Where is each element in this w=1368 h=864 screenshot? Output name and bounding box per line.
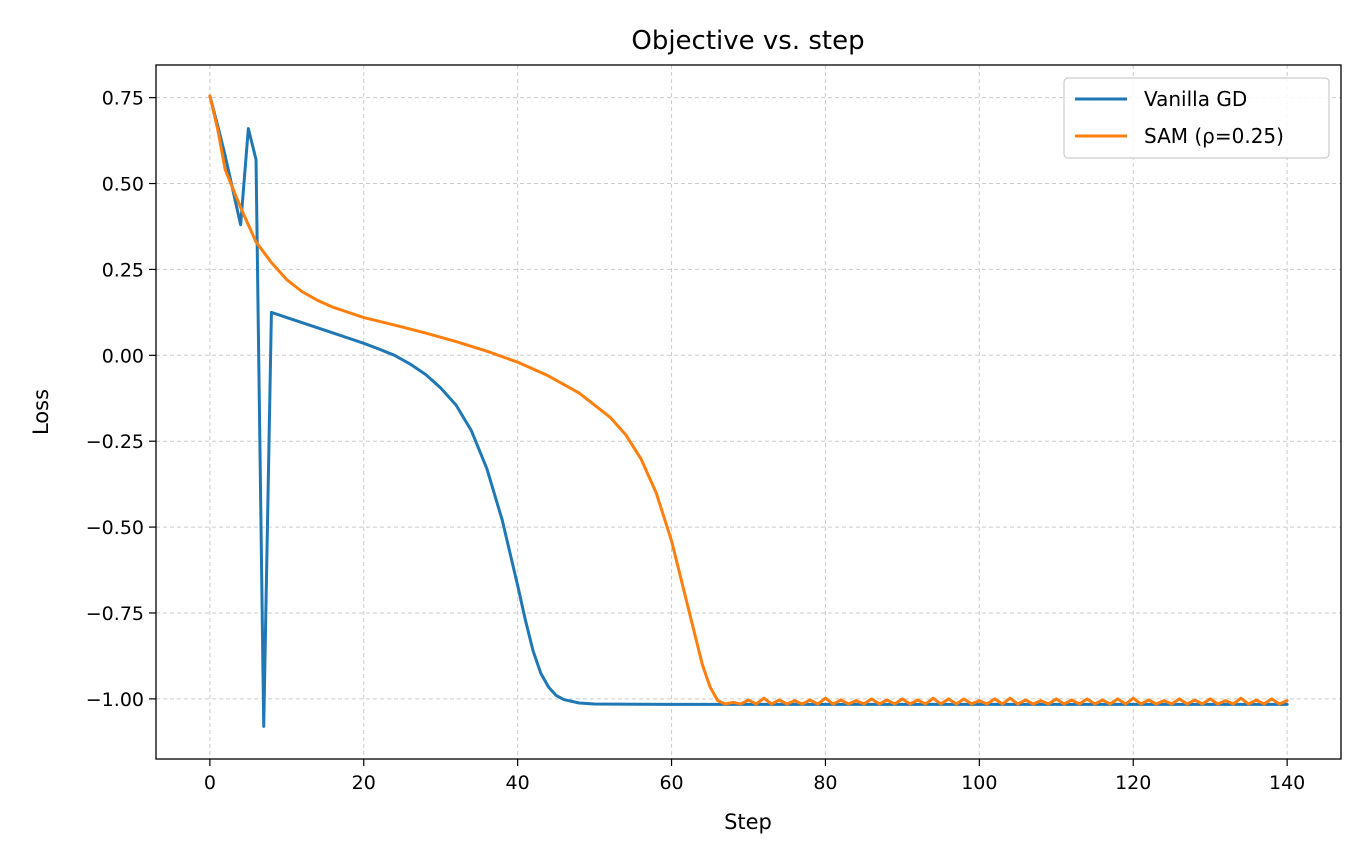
grid-layer (156, 65, 1341, 759)
y-axis-ticks: 0.75 0.50 0.25 0.00 −0.25 −0.50 −0.75 −1.00 (86, 88, 156, 711)
y-tick-label: 0.25 (102, 259, 144, 281)
legend: Vanilla GD SAM (ρ=0.25) (1063, 77, 1330, 159)
series-layer (208, 94, 1289, 728)
y-tick-label: −1.00 (86, 689, 144, 711)
x-axis-ticks: 0 20 40 60 80 100 120 140 (204, 759, 1305, 794)
legend-label: Vanilla GD (1144, 87, 1247, 111)
x-tick-label: 80 (813, 772, 837, 794)
y-axis-label: Loss (29, 389, 53, 435)
y-tick-label: −0.25 (86, 431, 144, 453)
x-tick-label: 100 (961, 772, 997, 794)
x-tick-label: 140 (1269, 772, 1305, 794)
x-axis-label: Step (724, 810, 772, 834)
x-tick-label: 0 (204, 772, 216, 794)
series-line-sam (208, 94, 1289, 706)
x-tick-label: 20 (352, 772, 376, 794)
x-tick-label: 120 (1115, 772, 1151, 794)
y-tick-label: 0.75 (102, 88, 144, 110)
chart-title: Objective vs. step (631, 26, 864, 56)
y-tick-label: 0.50 (102, 174, 144, 196)
plot-frame (155, 64, 1342, 760)
legend-box (1063, 77, 1330, 159)
series-line-vanilla-gd (208, 94, 1289, 728)
x-tick-label: 60 (659, 772, 683, 794)
y-tick-label: −0.50 (86, 517, 144, 539)
y-tick-label: −0.75 (86, 603, 144, 625)
legend-label: SAM (ρ=0.25) (1144, 124, 1284, 148)
x-tick-label: 40 (506, 772, 530, 794)
y-tick-label: 0.00 (102, 345, 144, 367)
